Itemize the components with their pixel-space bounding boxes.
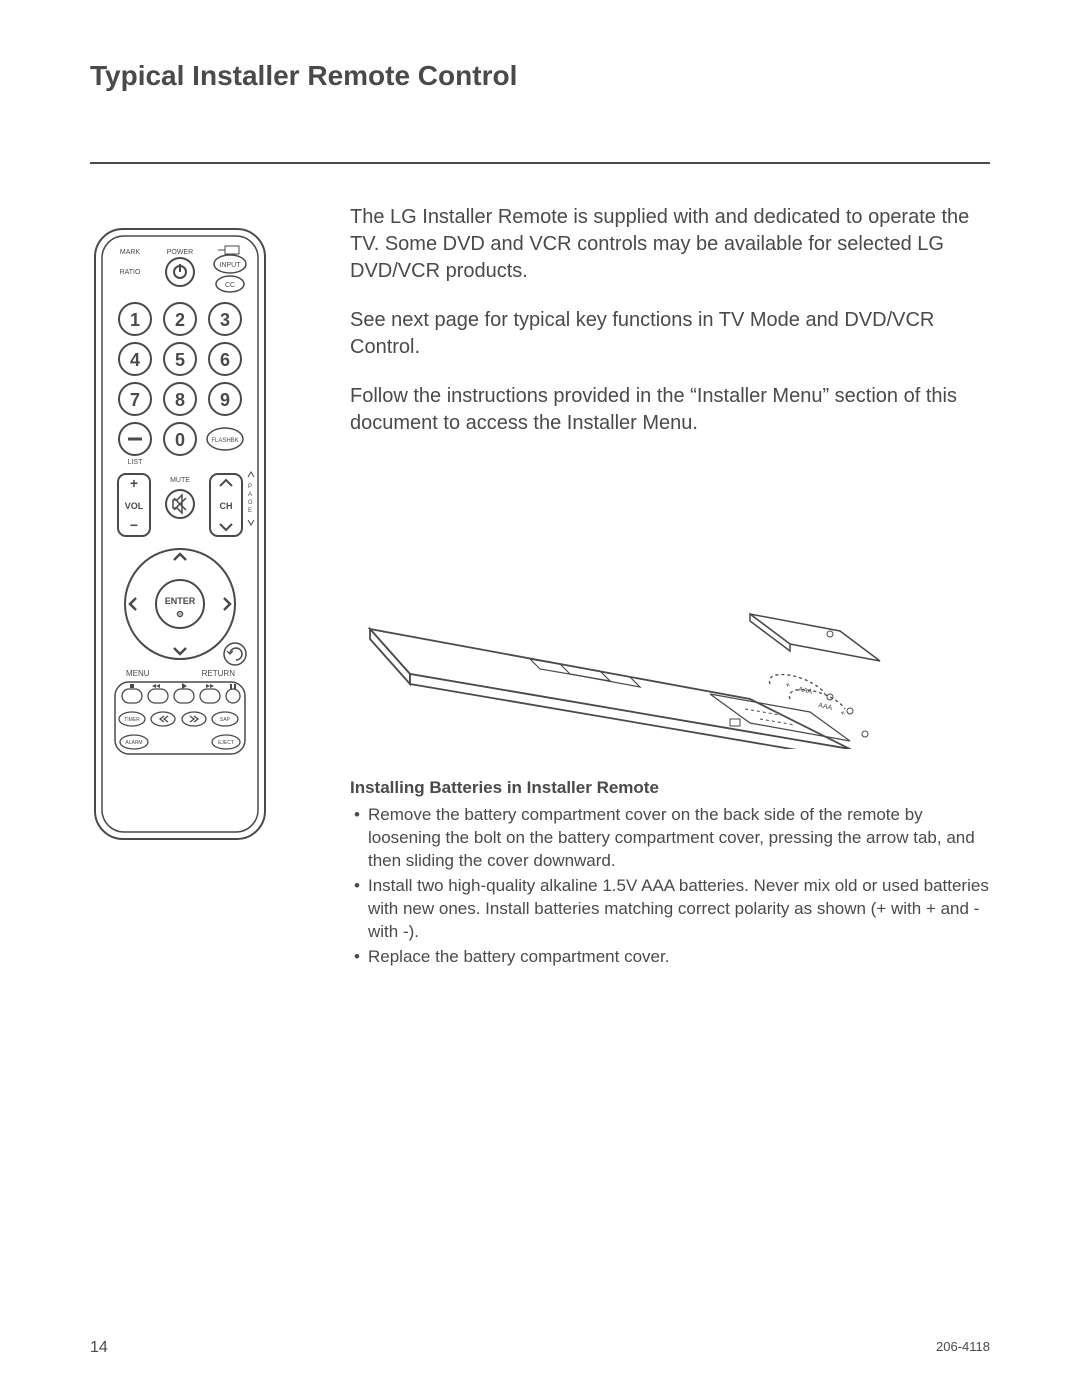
svg-text:VOL: VOL (125, 501, 144, 511)
svg-text:FLASHBK: FLASHBK (211, 438, 238, 444)
svg-text:E: E (248, 508, 252, 514)
power-label: POWER (167, 249, 193, 256)
svg-text:CC: CC (225, 282, 235, 289)
svg-text:5: 5 (175, 350, 185, 370)
text-column: The LG Installer Remote is supplied with… (350, 204, 990, 971)
intro-p2: See next page for typical key functions … (350, 307, 990, 361)
svg-text:8: 8 (175, 390, 185, 410)
page-label: P (248, 484, 252, 490)
menu-label: MENU (126, 669, 150, 678)
svg-text:ALARM: ALARM (125, 740, 142, 746)
ratio-label: RATIO (120, 269, 141, 276)
battery-step-1: Remove the battery compartment cover on … (350, 804, 990, 873)
svg-text:+: + (840, 708, 847, 718)
transport-row-1 (122, 683, 240, 703)
svg-text:−: − (130, 517, 138, 533)
svg-text:SAP: SAP (220, 717, 231, 723)
svg-text:ENTER: ENTER (165, 596, 196, 606)
svg-text:4: 4 (130, 350, 140, 370)
battery-list: Remove the battery compartment cover on … (350, 804, 990, 969)
return-label: RETURN (202, 669, 236, 678)
doc-code: 206-4118 (936, 1339, 990, 1357)
svg-text:0: 0 (175, 430, 185, 450)
svg-text:EJECT: EJECT (218, 740, 234, 746)
svg-text:INPUT: INPUT (220, 262, 242, 269)
battery-step-2: Install two high-quality alkaline 1.5V A… (350, 875, 990, 944)
svg-text:A: A (248, 492, 252, 498)
mark-label: MARK (120, 249, 141, 256)
svg-text:3: 3 (220, 310, 230, 330)
mute-label: MUTE (170, 477, 190, 484)
svg-text:7: 7 (130, 390, 140, 410)
svg-text:1: 1 (130, 310, 140, 330)
content-row: MARK POWER RATIO INPUT CC 1 2 3 4 5 6 7 (90, 204, 990, 971)
battery-step-3: Replace the battery compartment cover. (350, 946, 990, 969)
transport-row-2: TIMER SAP (119, 712, 238, 726)
remote-column: MARK POWER RATIO INPUT CC 1 2 3 4 5 6 7 (90, 204, 310, 971)
battery-illustration: + AAA AAA + (350, 519, 890, 749)
section-rule (90, 162, 990, 164)
intro-p3: Follow the instructions provided in the … (350, 383, 990, 437)
page-title: Typical Installer Remote Control (90, 60, 990, 92)
svg-text:+: + (130, 475, 138, 491)
svg-text:+: + (785, 680, 792, 690)
remote-illustration: MARK POWER RATIO INPUT CC 1 2 3 4 5 6 7 (90, 224, 270, 844)
svg-text:AAA: AAA (818, 702, 833, 712)
battery-heading: Installing Batteries in Installer Remote (350, 777, 990, 800)
svg-text:2: 2 (175, 310, 185, 330)
intro-p1: The LG Installer Remote is supplied with… (350, 204, 990, 285)
svg-text:TIMER: TIMER (124, 717, 140, 723)
svg-text:6: 6 (220, 350, 230, 370)
transport-row-3: ALARM EJECT (120, 735, 240, 749)
svg-text:AAA: AAA (798, 686, 813, 696)
input-icon (225, 246, 239, 254)
svg-text:9: 9 (220, 390, 230, 410)
svg-text:G: G (248, 500, 253, 506)
page-footer: 14 206-4118 (90, 1339, 990, 1357)
list-label: LIST (128, 459, 144, 466)
svg-text:CH: CH (220, 501, 233, 511)
page-number: 14 (90, 1339, 108, 1357)
number-pad: 1 2 3 4 5 6 7 8 9 0 FLASHBK (119, 303, 243, 455)
